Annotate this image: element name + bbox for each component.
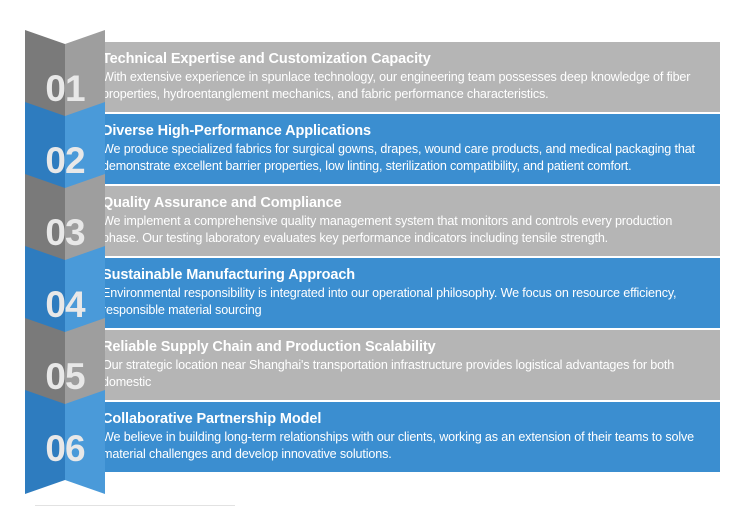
list-item-title: Diverse High-Performance Applications	[102, 123, 371, 139]
list-item-title: Collaborative Partnership Model	[102, 411, 322, 427]
ribbon-shape-icon	[25, 390, 105, 494]
ribbon-badge: 06	[25, 390, 105, 494]
list-item-content: Technical Expertise and Customization Ca…	[88, 42, 720, 112]
footer-divider	[35, 505, 235, 506]
list-item-content: Quality Assurance and Compliance We impl…	[88, 186, 720, 256]
list-item-description: We produce specialized fabrics for surgi…	[102, 142, 695, 173]
list-item: Collaborative Partnership Model We belie…	[0, 390, 750, 494]
list-item-title: Technical Expertise and Customization Ca…	[102, 51, 431, 67]
list-item-description: We believe in building long-term relatio…	[102, 430, 694, 461]
list-item-title: Quality Assurance and Compliance	[102, 195, 342, 211]
list-item-description: Our strategic location near Shanghai's t…	[102, 358, 675, 389]
list-item: Diverse High-Performance Applications We…	[0, 102, 750, 206]
list-item-description: We implement a comprehensive quality man…	[102, 214, 673, 245]
list-item-content: Diverse High-Performance Applications We…	[88, 114, 720, 184]
list-item: Sustainable Manufacturing Approach Envir…	[0, 246, 750, 350]
list-item: Reliable Supply Chain and Production Sca…	[0, 318, 750, 422]
list-item-content: Sustainable Manufacturing Approach Envir…	[88, 258, 720, 328]
list-item-content: Reliable Supply Chain and Production Sca…	[88, 330, 720, 400]
list-item-description: Environmental responsibility is integrat…	[102, 286, 677, 317]
list-item-description: With extensive experience in spunlace te…	[102, 70, 691, 101]
list-item-content: Collaborative Partnership Model We belie…	[88, 402, 720, 472]
list-item-title: Sustainable Manufacturing Approach	[102, 267, 356, 283]
list-item-title: Reliable Supply Chain and Production Sca…	[102, 339, 436, 355]
